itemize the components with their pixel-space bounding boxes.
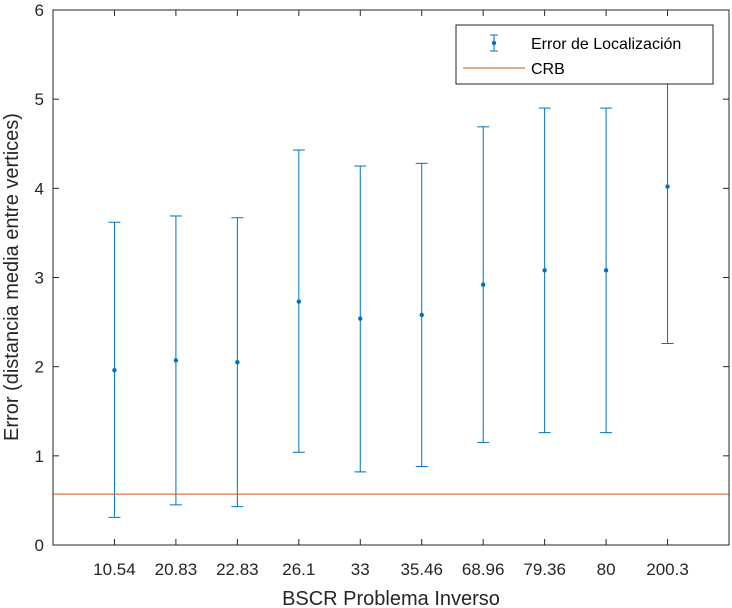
x-tick-label: 68.96 — [462, 560, 505, 579]
errorbar — [108, 221, 121, 518]
errorbar — [292, 149, 305, 453]
x-tick-label: 79.36 — [523, 560, 566, 579]
data-point — [419, 312, 424, 318]
legend-entry-error: Error de Localización — [490, 34, 681, 53]
data-point — [296, 299, 302, 304]
x-tick-label: 10.54 — [93, 560, 136, 579]
x-tick-label: 200.3 — [646, 560, 689, 579]
legend-label-error: Error de Localización — [531, 36, 681, 53]
x-tick-label: 80 — [597, 560, 616, 579]
y-tick-label: 5 — [35, 90, 44, 109]
data-point — [480, 282, 486, 287]
x-tick-label: 33 — [351, 560, 370, 579]
data-point — [665, 184, 670, 189]
data-point — [235, 360, 240, 365]
errorbar — [538, 107, 551, 434]
data-point — [542, 268, 547, 273]
y-tick-label: 1 — [35, 447, 44, 466]
x-tick-label: 22.83 — [216, 560, 259, 579]
x-tick-label: 35.46 — [400, 560, 443, 579]
errorbar — [415, 162, 428, 468]
y-tick-label: 0 — [35, 536, 44, 555]
data-point — [358, 316, 363, 321]
errorbar — [169, 215, 182, 506]
data-point — [603, 268, 609, 273]
legend: Error de Localización CRB — [455, 24, 714, 85]
data-point — [173, 358, 179, 363]
errorbar — [231, 217, 244, 508]
legend-entry-crb: CRB — [463, 61, 565, 78]
y-tick-label: 4 — [35, 179, 44, 198]
y-axis-label: Error (distancia media entre vertices) — [1, 113, 23, 441]
x-axis-label: BSCR Problema Inverso — [282, 588, 500, 608]
errorbar — [477, 126, 490, 443]
errorbar — [600, 107, 613, 434]
x-tick-label: 26.1 — [282, 560, 315, 579]
legend-errorbar-marker — [491, 40, 497, 46]
plot-area — [53, 10, 729, 545]
data-point — [112, 368, 117, 373]
y-tick-label: 3 — [35, 269, 44, 288]
y-tick-label: 6 — [35, 1, 44, 20]
y-tick-label: 2 — [35, 358, 44, 377]
legend-label-crb: CRB — [531, 61, 565, 78]
legend-box — [455, 24, 714, 85]
errorbar — [354, 165, 367, 473]
x-tick-label: 20.83 — [155, 560, 198, 579]
